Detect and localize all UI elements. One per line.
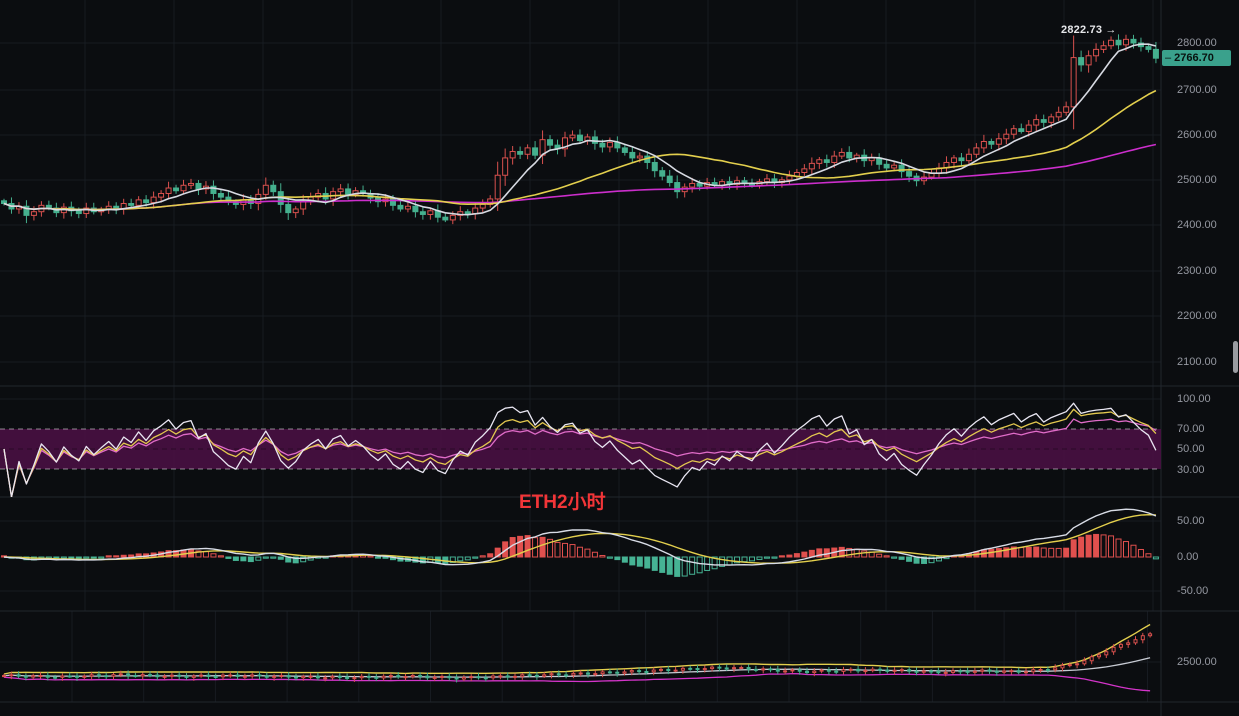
high-price-label: 2822.73 → (1061, 24, 1117, 36)
axis-tick-label: 0.00 (1177, 551, 1199, 563)
price-line-dash: – (1165, 52, 1172, 64)
price-pane (1, 34, 1159, 225)
axis-tick-label: 2500.00 (1177, 656, 1217, 668)
axis-tick-label: 2200.00 (1177, 310, 1217, 322)
axis-tick-label: 2100.00 (1177, 356, 1217, 368)
symbol-watermark: ETH2小时 (519, 492, 606, 513)
axis-tick-label: 70.00 (1177, 423, 1205, 435)
axis-tick-label: 100.00 (1177, 393, 1211, 405)
axis-tick-label: 50.00 (1177, 443, 1205, 455)
axis-tick-label: 2500.00 (1177, 174, 1217, 186)
axis-tick-label: 50.00 (1177, 515, 1205, 527)
sec-pane (2, 623, 1153, 692)
axis-tick-label: 30.00 (1177, 464, 1205, 476)
scrollbar-thumb[interactable] (1233, 341, 1238, 373)
last-price-badge: – 2766.70 (1162, 50, 1231, 66)
axis-tick-label: -50.00 (1177, 585, 1209, 597)
axis-tick-label: 2400.00 (1177, 219, 1217, 231)
axis-tick-label: 2800.00 (1177, 37, 1217, 49)
axis-tick-label: 2600.00 (1177, 129, 1217, 141)
axis-tick-label: 2700.00 (1177, 84, 1217, 96)
macd-pane (1, 508, 1159, 577)
last-price-value: 2766.70 (1174, 52, 1214, 64)
axis-tick-label: 2300.00 (1177, 265, 1217, 277)
rsi-pane (0, 402, 1161, 497)
